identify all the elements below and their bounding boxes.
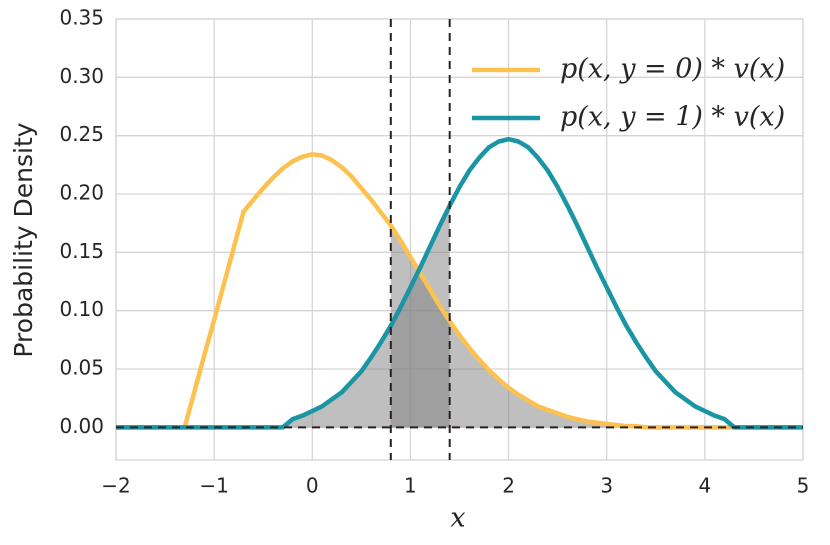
legend-label: p(x, y = 0) * v(x)	[560, 54, 785, 85]
y-tick-label: 0.20	[59, 181, 104, 205]
y-axis-label: Probability Density	[9, 122, 38, 357]
y-tick-label: 0.35	[59, 6, 104, 30]
x-tick-label: 1	[404, 474, 417, 498]
x-axis-label: x	[450, 503, 465, 534]
x-tick-label: 4	[698, 474, 711, 498]
y-tick-label: 0.05	[59, 356, 104, 380]
x-tick-label: −2	[101, 474, 130, 498]
x-tick-label: 3	[600, 474, 613, 498]
y-tick-label: 0.10	[59, 297, 104, 321]
y-tick-label: 0.30	[59, 64, 104, 88]
y-tick-label: 0.00	[59, 414, 104, 438]
overlap-area	[116, 273, 803, 428]
x-tick-label: 2	[502, 474, 515, 498]
y-tick-label: 0.25	[59, 122, 104, 146]
x-tick-label: 5	[797, 474, 810, 498]
plot-frame	[115, 18, 804, 461]
x-tick-label: −1	[199, 474, 228, 498]
series-line	[116, 152, 803, 430]
threshold-area	[390, 205, 450, 428]
legend-label: p(x, y = 1) * v(x)	[560, 102, 785, 133]
x-tick-label: 0	[306, 474, 319, 498]
y-tick-label: 0.15	[59, 239, 104, 263]
